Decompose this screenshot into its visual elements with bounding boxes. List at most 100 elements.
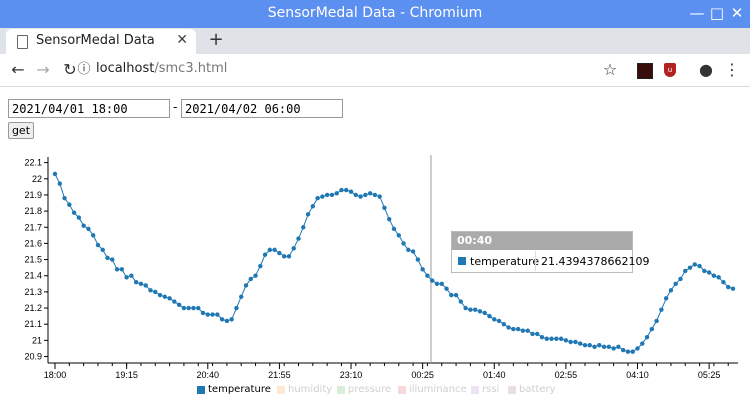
data-point[interactable] [406, 247, 411, 253]
data-point[interactable] [616, 344, 621, 350]
data-point[interactable] [286, 254, 292, 259]
data-point[interactable] [468, 307, 473, 312]
data-point[interactable] [716, 275, 721, 280]
data-point[interactable] [315, 195, 320, 201]
data-point[interactable] [501, 322, 507, 327]
data-point[interactable] [239, 294, 244, 299]
data-point[interactable] [219, 317, 225, 322]
data-point[interactable] [558, 336, 564, 341]
data-point[interactable] [573, 339, 578, 345]
data-point[interactable] [243, 283, 249, 288]
end-date-input[interactable]: 2021/04/02 06:00 [181, 99, 343, 118]
data-point[interactable] [554, 336, 559, 341]
data-point[interactable] [262, 252, 268, 257]
data-point[interactable] [344, 187, 349, 193]
reload-icon[interactable]: ↻ [63, 60, 77, 79]
data-point[interactable] [200, 310, 206, 316]
data-point[interactable] [625, 349, 631, 354]
data-point[interactable] [439, 281, 444, 287]
data-point[interactable] [511, 326, 516, 332]
data-point[interactable] [444, 286, 449, 291]
data-point[interactable] [730, 286, 736, 291]
data-point[interactable] [391, 226, 397, 232]
data-point[interactable] [611, 346, 616, 351]
data-point[interactable] [711, 273, 717, 278]
data-point[interactable] [129, 273, 134, 278]
data-point[interactable] [429, 278, 435, 283]
data-point[interactable] [310, 204, 316, 209]
data-point[interactable] [592, 344, 597, 350]
data-point[interactable] [353, 192, 359, 198]
data-point[interactable] [367, 191, 373, 196]
data-point[interactable] [587, 343, 592, 348]
data-point[interactable] [721, 280, 726, 285]
data-point[interactable] [348, 189, 354, 194]
data-point[interactable] [224, 318, 230, 324]
tab-close-icon[interactable]: ✕ [176, 32, 188, 48]
data-point[interactable] [329, 192, 335, 198]
data-point[interactable] [191, 305, 196, 311]
data-point[interactable] [281, 254, 287, 259]
data-point[interactable] [425, 273, 430, 278]
data-point[interactable] [458, 299, 464, 304]
menu-icon[interactable]: ⋮ [724, 60, 740, 79]
data-point[interactable] [530, 331, 535, 337]
data-point[interactable] [176, 302, 182, 308]
data-point[interactable] [305, 212, 311, 217]
data-point[interactable] [453, 292, 459, 298]
data-point[interactable] [415, 257, 421, 262]
data-point[interactable] [482, 310, 487, 316]
data-point[interactable] [363, 192, 368, 198]
data-point[interactable] [76, 215, 82, 220]
data-point[interactable] [258, 263, 263, 269]
data-point[interactable] [339, 187, 344, 193]
new-tab-button[interactable]: + [208, 29, 224, 50]
extension-icon[interactable] [637, 63, 653, 79]
data-point[interactable] [157, 292, 163, 298]
data-point[interactable] [396, 233, 401, 238]
data-point[interactable] [601, 344, 607, 350]
data-point[interactable] [81, 223, 86, 228]
data-point[interactable] [52, 171, 58, 177]
data-point[interactable] [324, 192, 330, 198]
data-point[interactable] [110, 257, 115, 262]
data-point[interactable] [630, 349, 635, 354]
data-point[interactable] [702, 268, 707, 274]
maximize-icon[interactable]: □ [709, 4, 725, 22]
start-date-input[interactable]: 2021/04/01 18:00 [8, 99, 170, 118]
data-point[interactable] [272, 247, 277, 253]
data-point[interactable] [683, 268, 688, 274]
data-point[interactable] [463, 305, 468, 311]
data-point[interactable] [71, 210, 77, 215]
get-button[interactable]: get [8, 122, 34, 139]
data-point[interactable] [372, 192, 378, 198]
data-point[interactable] [114, 267, 120, 272]
data-point[interactable] [301, 225, 306, 230]
data-point[interactable] [148, 288, 153, 293]
data-point[interactable] [162, 294, 168, 299]
data-point[interactable] [597, 343, 602, 348]
info-icon[interactable]: ⓘ [77, 62, 91, 77]
data-point[interactable] [644, 334, 650, 340]
data-point[interactable] [133, 280, 139, 285]
data-point[interactable] [401, 241, 406, 246]
data-point[interactable] [640, 341, 645, 346]
data-point[interactable] [253, 273, 258, 278]
data-point[interactable] [100, 247, 105, 253]
data-point[interactable] [181, 305, 187, 311]
data-point[interactable] [687, 265, 693, 270]
data-point[interactable] [678, 276, 683, 282]
data-point[interactable] [477, 309, 483, 314]
data-point[interactable] [659, 307, 664, 312]
data-point[interactable] [654, 318, 659, 324]
data-point[interactable] [663, 296, 669, 301]
data-point[interactable] [143, 283, 148, 288]
data-point[interactable] [726, 284, 731, 290]
data-point[interactable] [296, 236, 301, 241]
data-point[interactable] [95, 242, 101, 248]
data-point[interactable] [535, 331, 540, 337]
data-point[interactable] [62, 195, 67, 201]
data-point[interactable] [492, 317, 497, 322]
data-point[interactable] [105, 255, 110, 261]
data-point[interactable] [449, 292, 454, 298]
